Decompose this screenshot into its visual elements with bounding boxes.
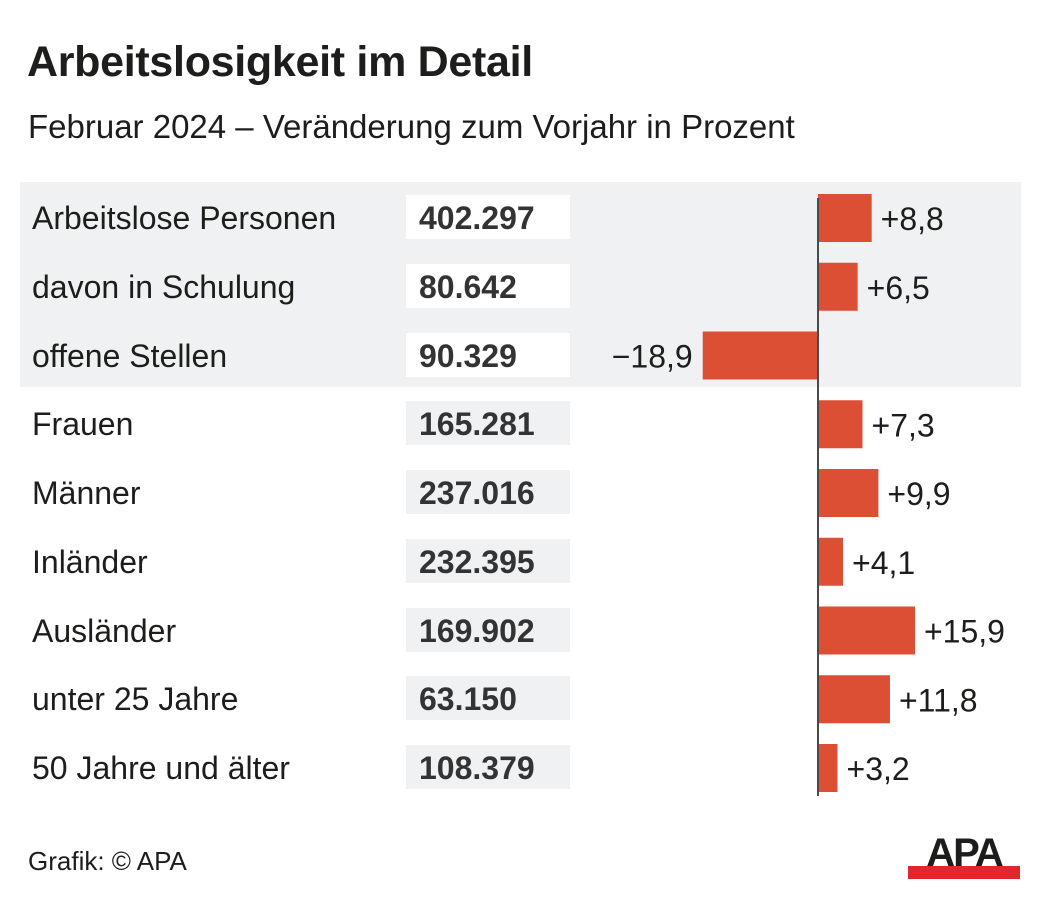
row-label: unter 25 Jahre xyxy=(32,681,239,718)
row-label: Ausländer xyxy=(32,612,177,649)
row-label: 50 Jahre und älter xyxy=(32,750,290,786)
row-count: 80.642 xyxy=(406,263,570,308)
row-count: 165.281 xyxy=(406,401,570,446)
bar xyxy=(818,262,858,311)
apa-logo: APA xyxy=(908,832,1020,879)
bar xyxy=(818,744,838,792)
row-count: 108.379 xyxy=(406,745,570,789)
bar-data-label: +15,9 xyxy=(924,614,1005,650)
row-count: 63.150 xyxy=(406,676,570,721)
bar-data-label: −18,9 xyxy=(612,339,693,375)
bar xyxy=(818,537,844,586)
row-count: 402.297 xyxy=(406,195,570,239)
row-label: Arbeitslose Personen xyxy=(32,200,337,236)
bar xyxy=(818,469,879,517)
bar-data-label: +8,8 xyxy=(881,201,944,237)
bar-data-label: +4,1 xyxy=(852,545,915,581)
bar-data-label: +3,2 xyxy=(847,751,910,787)
row-label: davon in Schulung xyxy=(32,268,296,305)
row-count: 169.902 xyxy=(406,607,570,652)
bar xyxy=(702,331,818,380)
row-count: 90.329 xyxy=(406,332,570,377)
bar-data-label: +9,9 xyxy=(887,476,950,512)
row-label: Frauen xyxy=(32,406,134,443)
logo-red-bar xyxy=(908,866,1020,879)
bar-data-label: +6,5 xyxy=(867,270,930,306)
source-credit: Grafik: © APA xyxy=(28,846,187,876)
bar xyxy=(818,606,915,655)
row-count: 232.395 xyxy=(406,538,570,583)
bar xyxy=(818,675,890,724)
row-count: 237.016 xyxy=(406,470,570,514)
bar xyxy=(818,194,872,242)
row-label: Inländer xyxy=(32,543,148,580)
row-label: Männer xyxy=(32,475,141,511)
row-label: offene Stellen xyxy=(32,337,228,374)
bar-data-label: +11,8 xyxy=(899,682,978,718)
bar xyxy=(818,400,863,449)
bar-data-label: +7,3 xyxy=(872,407,935,443)
chart-subtitle: Februar 2024 – Veränderung zum Vorjahr i… xyxy=(28,108,795,145)
chart-title: Arbeitslosigkeit im Detail xyxy=(27,38,533,86)
